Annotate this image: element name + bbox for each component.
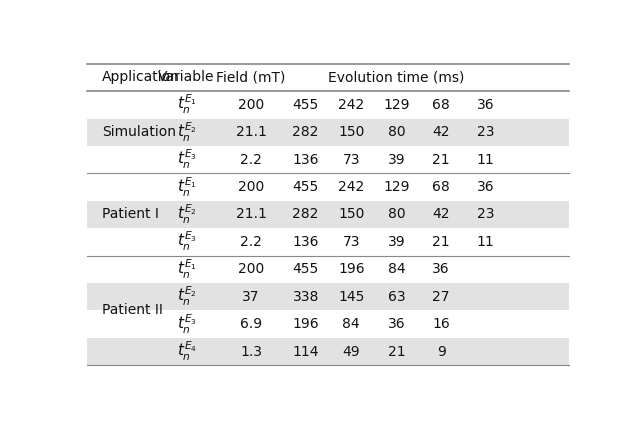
Text: 42: 42 [433, 125, 450, 139]
Text: 42: 42 [433, 207, 450, 221]
Text: 80: 80 [388, 207, 405, 221]
Bar [88, 283, 568, 310]
Text: 36: 36 [432, 262, 450, 276]
Text: 200: 200 [238, 180, 264, 194]
Text: 2.2: 2.2 [240, 235, 262, 249]
Text: 282: 282 [292, 125, 319, 139]
Text: 21.1: 21.1 [236, 207, 266, 221]
Text: 129: 129 [383, 98, 410, 112]
Text: 196: 196 [292, 317, 319, 331]
Text: 16: 16 [432, 317, 450, 331]
Text: 1.3: 1.3 [240, 345, 262, 358]
Text: Application: Application [102, 70, 180, 85]
Text: $t_n^{E_1}$: $t_n^{E_1}$ [177, 258, 196, 281]
Text: $t_n^{E_2}$: $t_n^{E_2}$ [177, 121, 196, 144]
Text: 21: 21 [388, 345, 405, 358]
Text: $t_n^{E_3}$: $t_n^{E_3}$ [177, 148, 196, 171]
Text: Patient I: Patient I [102, 207, 159, 221]
Text: 242: 242 [338, 180, 364, 194]
Text: $t_n^{E_3}$: $t_n^{E_3}$ [177, 312, 196, 336]
Text: 11: 11 [477, 235, 495, 249]
Text: Evolution time (ms): Evolution time (ms) [328, 70, 464, 85]
Text: 150: 150 [338, 125, 365, 139]
Text: 338: 338 [292, 290, 319, 304]
Text: 200: 200 [238, 262, 264, 276]
Text: Field (mT): Field (mT) [216, 70, 286, 85]
Text: 242: 242 [338, 98, 364, 112]
Text: 63: 63 [388, 290, 405, 304]
Text: 21.1: 21.1 [236, 125, 266, 139]
Text: 49: 49 [342, 345, 360, 358]
Text: 150: 150 [338, 207, 365, 221]
Bar [88, 118, 568, 146]
Text: 136: 136 [292, 235, 319, 249]
Text: $t_n^{E_2}$: $t_n^{E_2}$ [177, 285, 196, 308]
Text: 11: 11 [477, 153, 495, 167]
Text: 200: 200 [238, 98, 264, 112]
Text: 27: 27 [433, 290, 450, 304]
Text: 84: 84 [388, 262, 405, 276]
Text: 84: 84 [342, 317, 360, 331]
Text: $t_n^{E_2}$: $t_n^{E_2}$ [177, 203, 196, 226]
Text: 9: 9 [436, 345, 445, 358]
Text: 23: 23 [477, 207, 495, 221]
Text: 455: 455 [292, 262, 319, 276]
Text: 21: 21 [432, 235, 450, 249]
Text: 136: 136 [292, 153, 319, 167]
Text: 39: 39 [388, 235, 405, 249]
Text: 39: 39 [388, 153, 405, 167]
Text: 36: 36 [477, 180, 495, 194]
Text: 37: 37 [243, 290, 260, 304]
Text: 114: 114 [292, 345, 319, 358]
Text: 129: 129 [383, 180, 410, 194]
Bar [88, 201, 568, 228]
Text: 68: 68 [432, 98, 450, 112]
Text: 455: 455 [292, 180, 319, 194]
Text: 145: 145 [338, 290, 365, 304]
Text: 2.2: 2.2 [240, 153, 262, 167]
Bar [88, 338, 568, 365]
Text: $t_n^{E_1}$: $t_n^{E_1}$ [177, 93, 196, 116]
Text: 36: 36 [388, 317, 405, 331]
Text: 68: 68 [432, 180, 450, 194]
Text: 455: 455 [292, 98, 319, 112]
Text: Variable: Variable [158, 70, 215, 85]
Text: 282: 282 [292, 207, 319, 221]
Text: $t_n^{E_3}$: $t_n^{E_3}$ [177, 230, 196, 253]
Text: 21: 21 [432, 153, 450, 167]
Text: $t_n^{E_1}$: $t_n^{E_1}$ [177, 175, 196, 199]
Text: 36: 36 [477, 98, 495, 112]
Text: 196: 196 [338, 262, 365, 276]
Text: 6.9: 6.9 [240, 317, 262, 331]
Text: 73: 73 [342, 235, 360, 249]
Text: 80: 80 [388, 125, 405, 139]
Text: 23: 23 [477, 125, 495, 139]
Text: 73: 73 [342, 153, 360, 167]
Text: Simulation: Simulation [102, 125, 177, 139]
Text: $t_n^{E_4}$: $t_n^{E_4}$ [177, 340, 196, 363]
Text: Patient II: Patient II [102, 303, 163, 317]
